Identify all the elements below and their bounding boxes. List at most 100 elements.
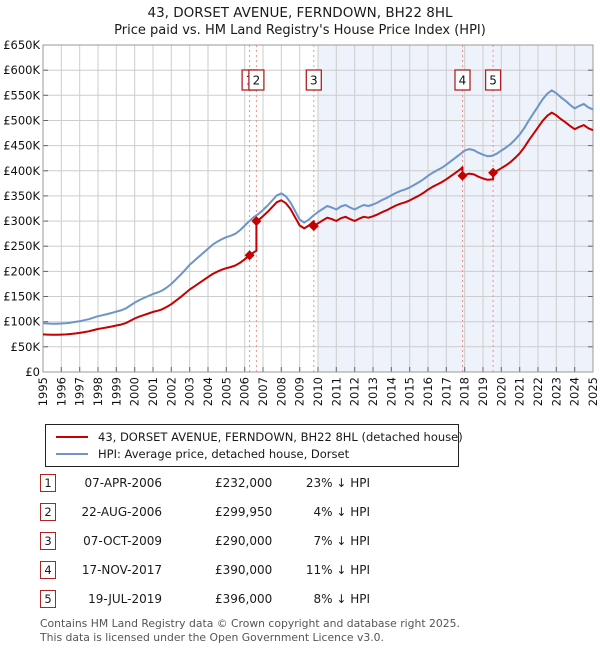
table-row: 2 22-AUG-2006 £299,950 4% ↓ HPI (40, 503, 370, 521)
x-axis-label: 2011 (329, 377, 343, 406)
x-axis-label: 2000 (128, 377, 142, 406)
sale-point-marker (488, 167, 499, 178)
sale-hpi-diff: 23% ↓ HPI (305, 476, 370, 490)
y-axis-label: £550K (3, 88, 40, 102)
x-axis-label: 2020 (494, 377, 508, 406)
plot-grid (42, 44, 594, 373)
sale-number-box (248, 69, 265, 91)
x-axis-label: 2005 (219, 377, 233, 406)
sale-price: £232,000 (215, 476, 273, 490)
x-axis-label: 1995 (36, 377, 50, 406)
sale-hpi-diff: 11% ↓ HPI (305, 563, 370, 577)
sale-price: £290,000 (215, 534, 273, 548)
shaded-region (318, 45, 593, 372)
page-title: 43, DORSET AVENUE, FERNDOWN, BH22 8HL (147, 5, 453, 21)
sale-number-badge: 4 (40, 561, 56, 579)
sale-point-marker (308, 221, 319, 232)
sale-hpi-diff: 4% ↓ HPI (313, 505, 370, 519)
x-axis-label: 2013 (366, 377, 380, 406)
x-axis-label: 2023 (549, 377, 563, 406)
y-axis-label: £50K (11, 340, 41, 354)
x-axis-label: 2007 (256, 377, 270, 406)
y-axis-label: £500K (3, 114, 40, 128)
x-axis-label: 2003 (183, 377, 197, 406)
x-axis-label: 1996 (54, 377, 68, 406)
sale-date: 07-APR-2006 (84, 476, 162, 490)
price-line-sample-icon (56, 435, 88, 438)
y-axis-label: £650K (3, 38, 40, 52)
x-axis-label: 2002 (164, 377, 178, 406)
plot-border (42, 44, 594, 373)
x-axis-label: 2019 (476, 377, 490, 406)
legend-entry-price: 43, DORSET AVENUE, FERNDOWN, BH22 8HL (d… (46, 428, 463, 445)
table-row: 1 07-APR-2006 £232,000 23% ↓ HPI (40, 474, 370, 492)
sale-number-badge: 2 (40, 503, 56, 521)
sale-price: £390,000 (215, 563, 273, 577)
y-axis-label: £600K (3, 63, 40, 77)
sale-number-box (484, 69, 502, 91)
hpi-line (42, 89, 594, 325)
y-axis-label: £450K (3, 139, 40, 153)
x-axis-label: 2010 (311, 377, 325, 406)
page-subtitle: Price paid vs. HM Land Registry's House … (114, 23, 486, 38)
sale-number-badge: 1 (40, 474, 56, 492)
sale-number-label: 2 (253, 74, 261, 88)
x-axis-label: 2024 (568, 377, 582, 406)
x-axis-label: 2008 (274, 377, 288, 406)
table-row: 5 19-JUL-2019 £396,000 8% ↓ HPI (40, 590, 370, 608)
table-row: 3 07-OCT-2009 £290,000 7% ↓ HPI (40, 532, 370, 550)
y-axis-label: £400K (3, 164, 40, 178)
price-history-chart: 12345£0£50K£100K£150K£200K£250K£300K£350… (3, 38, 600, 406)
x-axis-label: 2001 (146, 377, 160, 406)
sale-number-box (305, 69, 322, 91)
sale-point-marker (244, 250, 255, 261)
legend-label-hpi: HPI: Average price, detached house, Dors… (98, 446, 350, 461)
sale-date: 22-AUG-2006 (81, 505, 163, 519)
chart-legend: 43, DORSET AVENUE, FERNDOWN, BH22 8HL (d… (45, 424, 463, 467)
x-axis-label: 2009 (293, 377, 307, 406)
sale-date: 07-OCT-2009 (83, 534, 162, 548)
x-axis-label: 2022 (531, 377, 545, 406)
sale-date: 17-NOV-2017 (81, 563, 162, 577)
sale-price: £299,950 (215, 505, 273, 519)
x-axis-label: 2025 (586, 377, 600, 406)
sale-point-marker (457, 170, 468, 181)
table-row: 4 17-NOV-2017 £390,000 11% ↓ HPI (40, 561, 370, 579)
copyright-footer: Contains HM Land Registry data © Crown c… (40, 617, 460, 645)
y-axis-label: £300K (3, 214, 40, 228)
footer-line-2: This data is licensed under the Open Gov… (40, 631, 384, 645)
x-axis-label: 2021 (513, 377, 527, 406)
sale-price: £396,000 (215, 592, 273, 606)
sale-number-box (454, 69, 471, 91)
x-axis-label: 2004 (201, 377, 215, 406)
legend-label-price: 43, DORSET AVENUE, FERNDOWN, BH22 8HL (d… (98, 429, 463, 444)
y-axis-label: £200K (3, 264, 40, 278)
footer-line-1: Contains HM Land Registry data © Crown c… (40, 617, 460, 630)
sale-hpi-diff: 8% ↓ HPI (313, 592, 370, 606)
sale-number-label: 5 (489, 74, 497, 88)
sale-date: 19-JUL-2019 (88, 592, 162, 606)
sale-number-badge: 3 (40, 532, 56, 550)
x-axis-label: 2017 (439, 377, 453, 406)
x-axis-label: 1998 (91, 377, 105, 406)
x-axis-label: 2012 (348, 377, 362, 406)
sale-number-label: 3 (310, 74, 318, 88)
x-axis-label: 2014 (384, 377, 398, 406)
x-axis-label: 1997 (73, 377, 87, 406)
y-axis-label: £0 (25, 365, 40, 379)
y-axis-label: £100K (3, 315, 40, 329)
x-axis-label: 2018 (458, 377, 472, 406)
sale-point-marker (251, 216, 262, 227)
x-axis-label: 1999 (109, 377, 123, 406)
sale-number-badge: 5 (40, 590, 56, 608)
hpi-line-sample-icon (56, 452, 88, 455)
y-axis-label: £250K (3, 239, 40, 253)
x-axis-label: 2015 (403, 377, 417, 406)
x-axis-label: 2016 (421, 377, 435, 406)
legend-entry-hpi: HPI: Average price, detached house, Dors… (46, 445, 458, 462)
y-axis-label: £350K (3, 189, 40, 203)
x-axis-label: 2006 (238, 377, 252, 406)
sale-hpi-diff: 7% ↓ HPI (313, 534, 370, 548)
y-axis-label: £150K (3, 290, 40, 304)
